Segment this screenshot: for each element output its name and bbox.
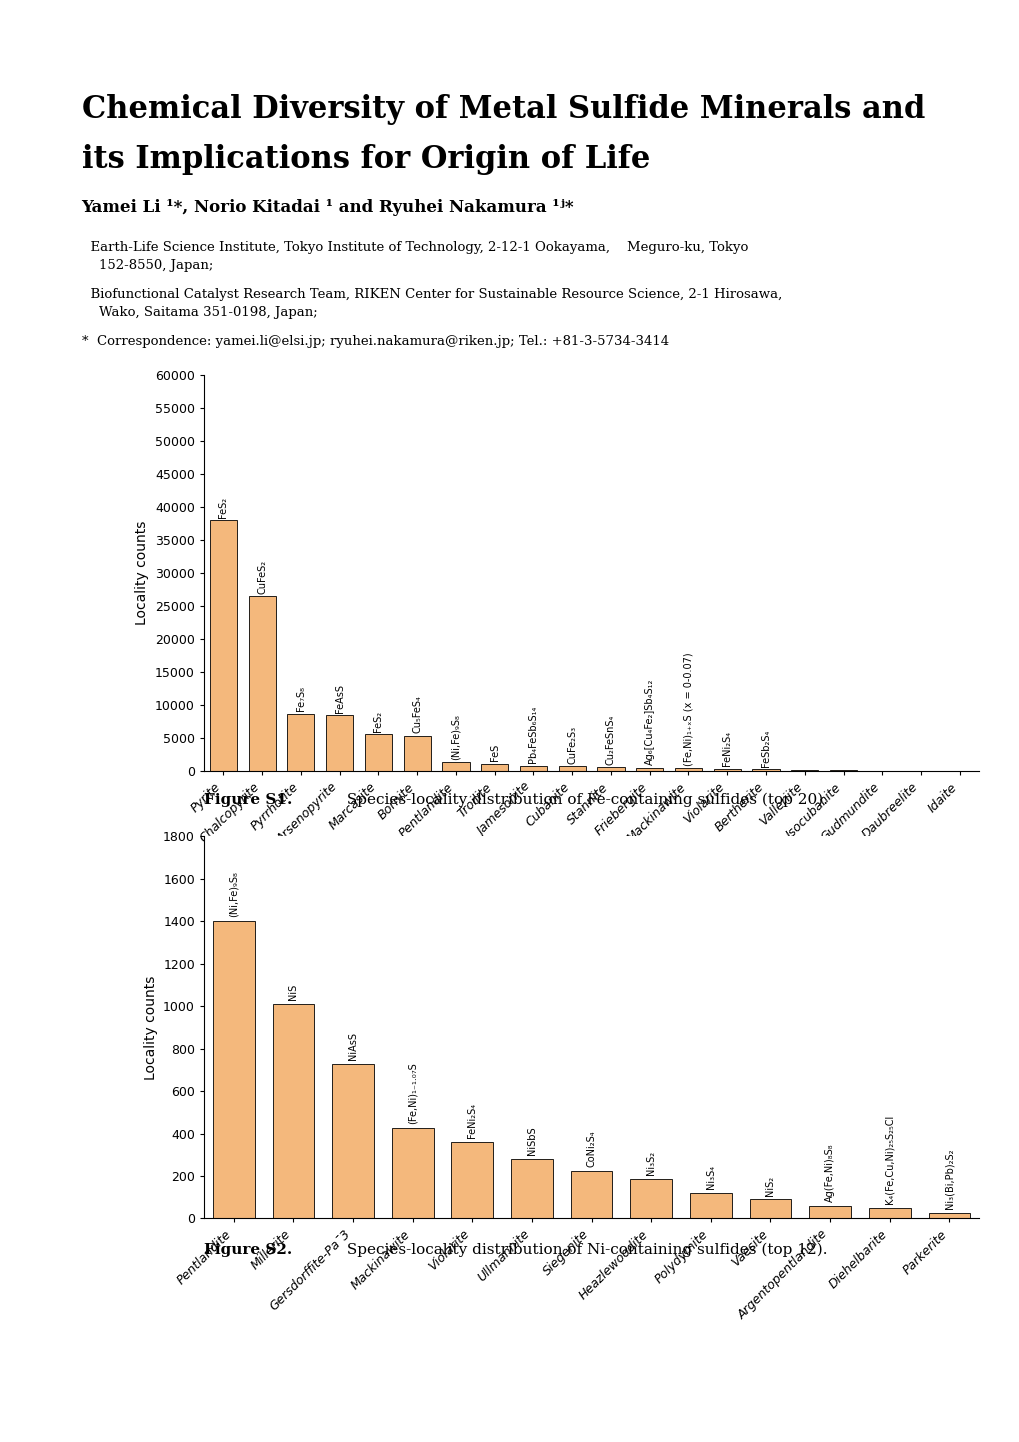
Text: Earth-Life Science Institute, Tokyo Institute of Technology, 2-12-1 Ookayama,   : Earth-Life Science Institute, Tokyo Inst… bbox=[82, 241, 747, 271]
Text: Pb₄FeSb₆S₁₄: Pb₄FeSb₆S₁₄ bbox=[528, 705, 538, 763]
Text: Fe₇S₈: Fe₇S₈ bbox=[296, 686, 306, 711]
Text: NiS₂: NiS₂ bbox=[764, 1175, 774, 1195]
Bar bbox=[927, 1213, 969, 1218]
Text: its Implications for Origin of Life: its Implications for Origin of Life bbox=[82, 144, 649, 174]
Text: FeS₂: FeS₂ bbox=[373, 711, 383, 731]
Bar bbox=[630, 1180, 672, 1218]
Text: (Fe,Ni)₁₋₁.₀₇S: (Fe,Ni)₁₋₁.₀₇S bbox=[408, 1063, 418, 1125]
Text: Ag₆[Cu₄Fe₂]Sb₄S₁₂: Ag₆[Cu₄Fe₂]Sb₄S₁₂ bbox=[644, 679, 654, 766]
Bar bbox=[808, 1206, 850, 1218]
Bar bbox=[365, 734, 391, 771]
Text: FeS: FeS bbox=[489, 744, 499, 761]
Bar bbox=[481, 763, 507, 771]
Bar bbox=[597, 767, 624, 771]
Text: CuFeS₂: CuFeS₂ bbox=[257, 559, 267, 594]
Text: Cu₂FeSnS₄: Cu₂FeSnS₄ bbox=[605, 714, 615, 764]
Text: NiAsS: NiAsS bbox=[347, 1031, 358, 1060]
Bar bbox=[404, 735, 430, 771]
Text: Cu₅FeS₄: Cu₅FeS₄ bbox=[412, 695, 422, 733]
Bar bbox=[326, 715, 353, 771]
Bar bbox=[713, 769, 740, 771]
Text: CoNi₂S₄: CoNi₂S₄ bbox=[586, 1131, 596, 1167]
Text: NiSbS: NiSbS bbox=[527, 1126, 536, 1155]
Bar bbox=[272, 1004, 314, 1218]
Text: Species-locality distribution of Fe-containing sulfides (top 20).: Species-locality distribution of Fe-cont… bbox=[341, 793, 826, 808]
Bar bbox=[249, 597, 275, 771]
Bar bbox=[689, 1193, 731, 1218]
Text: FeNi₂S₄: FeNi₂S₄ bbox=[721, 731, 732, 766]
Bar bbox=[511, 1159, 552, 1218]
Bar bbox=[332, 1064, 374, 1218]
Bar bbox=[636, 769, 662, 771]
Bar bbox=[391, 1128, 433, 1218]
Bar bbox=[571, 1171, 611, 1218]
Text: *  Correspondence: yamei.li@elsi.jp; ryuhei.nakamura@riken.jp; Tel.: +81-3-5734-: * Correspondence: yamei.li@elsi.jp; ryuh… bbox=[82, 335, 668, 348]
Text: Biofunctional Catalyst Research Team, RIKEN Center for Sustainable Resource Scie: Biofunctional Catalyst Research Team, RI… bbox=[82, 288, 782, 319]
Bar bbox=[791, 770, 817, 771]
Text: Ni₃S₂: Ni₃S₂ bbox=[646, 1151, 655, 1175]
Text: Yamei Li ¹*, Norio Kitadai ¹ and Ryuhei Nakamura ¹ʲ*: Yamei Li ¹*, Norio Kitadai ¹ and Ryuhei … bbox=[82, 199, 574, 216]
Bar bbox=[210, 521, 236, 771]
Text: Ni₃(Bi,Pb)₂S₂: Ni₃(Bi,Pb)₂S₂ bbox=[944, 1149, 954, 1210]
Y-axis label: Locality counts: Locality counts bbox=[136, 521, 149, 626]
Text: FeAsS: FeAsS bbox=[334, 684, 344, 712]
Text: Chemical Diversity of Metal Sulfide Minerals and: Chemical Diversity of Metal Sulfide Mine… bbox=[82, 94, 924, 124]
Y-axis label: Locality counts: Locality counts bbox=[144, 975, 157, 1080]
Text: FeNi₂S₄: FeNi₂S₄ bbox=[467, 1103, 477, 1138]
Bar bbox=[451, 1142, 493, 1218]
Text: Species-locality distribution of Ni-containing sulfides (top 12).: Species-locality distribution of Ni-cont… bbox=[341, 1243, 826, 1257]
Bar bbox=[868, 1208, 910, 1218]
Bar bbox=[558, 766, 585, 771]
Bar bbox=[213, 921, 255, 1218]
Bar bbox=[442, 763, 469, 771]
Text: NiS: NiS bbox=[288, 983, 299, 1001]
Text: (Fe,Ni)₁₊ₓS (x = 0-0.07): (Fe,Ni)₁₊ₓS (x = 0-0.07) bbox=[683, 652, 693, 766]
Text: CuFe₂S₃: CuFe₂S₃ bbox=[567, 725, 577, 763]
Text: (Ni,Fe)₉S₈: (Ni,Fe)₉S₈ bbox=[228, 871, 238, 917]
Text: FeS₂: FeS₂ bbox=[218, 496, 228, 518]
Bar bbox=[520, 766, 546, 771]
Text: Figure S2.: Figure S2. bbox=[204, 1243, 292, 1257]
Text: Figure S1.: Figure S1. bbox=[204, 793, 292, 808]
Bar bbox=[752, 770, 779, 771]
Text: Ni₃S₄: Ni₃S₄ bbox=[705, 1165, 715, 1190]
Bar bbox=[675, 769, 701, 771]
Text: FeSb₂S₄: FeSb₂S₄ bbox=[760, 730, 770, 767]
Bar bbox=[749, 1200, 791, 1218]
Text: K₄(Fe,Cu,Ni)₂₅S₂₅Cl: K₄(Fe,Cu,Ni)₂₅S₂₅Cl bbox=[883, 1115, 894, 1204]
Bar bbox=[287, 714, 314, 771]
Text: Ag(Fe,Ni)₈S₈: Ag(Fe,Ni)₈S₈ bbox=[824, 1144, 835, 1203]
Text: (Ni,Fe)₉S₈: (Ni,Fe)₉S₈ bbox=[450, 714, 461, 760]
